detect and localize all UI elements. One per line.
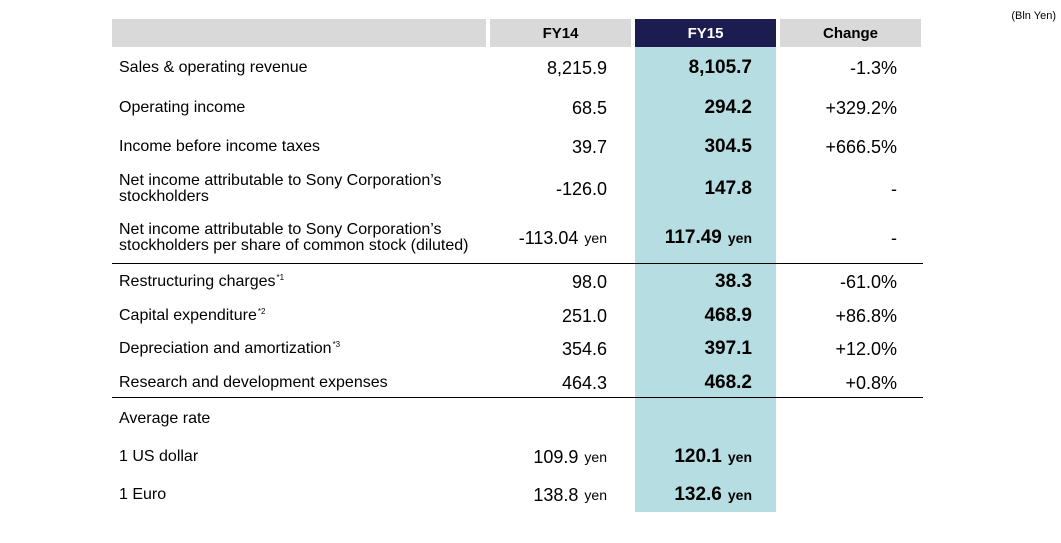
table-row-net-income-per-share: Net income attributable to Sony Corporat… (0, 216, 1061, 260)
fy14-value: -113.04 yen (490, 216, 607, 260)
row-label-line1: Net income attributable to Sony Corporat… (119, 221, 442, 238)
fy15-unit: yen (727, 449, 752, 465)
fy14-number: -113.04 (518, 227, 579, 248)
footnote-marker: *2 (257, 307, 266, 316)
fy14-value: 39.7 (571, 136, 607, 157)
row-label: Capital expenditure *2 (119, 299, 484, 333)
row-label: Net income attributable to Sony Corporat… (119, 168, 484, 210)
fy14-value: 98.0 (571, 271, 607, 292)
fy14-value: -126.0 (555, 178, 607, 199)
fy14-value: 8,215.9 (546, 57, 607, 78)
row-label-text: Depreciation and amortization (119, 340, 332, 357)
fy15-column-highlight (635, 47, 776, 512)
table-row-income-before-taxes: Income before income taxes 39.7 304.5 +6… (0, 128, 1061, 166)
fy15-value: 147.8 (704, 178, 752, 199)
fy15-value: 132.6 yen (635, 477, 752, 513)
fy15-value: 120.1 yen (635, 439, 752, 475)
change-value: +12.0% (835, 338, 897, 359)
fy15-value: 397.1 (704, 338, 752, 359)
table-row-capex: Capital expenditure *2 251.0 468.9 +86.8% (0, 299, 1061, 333)
change-value: +329.2% (825, 97, 897, 118)
table-row-usd: 1 US dollar 109.9 yen 120.1 yen (0, 439, 1061, 475)
fy14-value: 464.3 (561, 372, 607, 393)
row-label: Depreciation and amortization *3 (119, 332, 484, 366)
fy15-value: 8,105.7 (688, 57, 752, 78)
footnote-marker: *1 (276, 273, 285, 282)
change-value: +666.5% (825, 136, 897, 157)
table-row-restructuring: Restructuring charges *1 98.0 38.3 -61.0% (0, 265, 1061, 299)
fy14-unit: yen (584, 449, 607, 465)
fy15-value: 304.5 (704, 136, 752, 157)
fy15-value: 468.9 (704, 305, 752, 326)
fy14-value: 109.9 yen (490, 439, 607, 475)
row-label: Restructuring charges *1 (119, 265, 484, 299)
fy15-unit: yen (727, 487, 752, 503)
row-label: Research and development expenses (119, 374, 388, 391)
header-fy15: FY15 (635, 19, 776, 47)
fy14-number: 138.8 (533, 484, 579, 505)
change-value: - (891, 178, 897, 199)
footnote-marker: *3 (332, 340, 341, 349)
fy15-value: 468.2 (704, 372, 752, 393)
table-row-euro: 1 Euro 138.8 yen 132.6 yen (0, 477, 1061, 513)
section-divider (112, 263, 923, 264)
section-divider (112, 397, 923, 398)
table-row-operating-income: Operating income 68.5 294.2 +329.2% (0, 89, 1061, 127)
change-value: - (891, 227, 897, 248)
table-row-sales: Sales & operating revenue 8,215.9 8,105.… (0, 50, 1061, 86)
fy14-number: 109.9 (533, 446, 579, 467)
row-label: Average rate (119, 410, 211, 427)
fy14-unit: yen (584, 487, 607, 503)
change-value: -61.0% (839, 271, 897, 292)
table-row-net-income: Net income attributable to Sony Corporat… (0, 168, 1061, 210)
change-value: +86.8% (835, 305, 897, 326)
row-label-line1: Net income attributable to Sony Corporat… (119, 172, 442, 189)
fy14-value: 138.8 yen (490, 477, 607, 513)
header-change: Change (780, 19, 921, 47)
fy14-value: 354.6 (561, 338, 607, 359)
unit-note: (Bln Yen) (1011, 10, 1056, 22)
fy15-unit: yen (727, 230, 752, 246)
table-row-rnd: Research and development expenses 464.3 … (0, 366, 1061, 400)
row-label-line2: stockholders (119, 188, 209, 205)
fy15-number: 132.6 (674, 484, 722, 505)
row-label-line2: stockholders per share of common stock (… (119, 237, 469, 254)
fy15-value: 294.2 (704, 97, 752, 118)
fy15-number: 117.49 (664, 227, 722, 248)
row-label: Sales & operating revenue (119, 59, 308, 76)
row-label: 1 US dollar (119, 448, 199, 465)
row-label: Income before income taxes (119, 138, 320, 155)
change-value: +0.8% (845, 372, 897, 393)
row-label-text: Restructuring charges (119, 273, 276, 290)
fy14-value: 68.5 (571, 97, 607, 118)
header-fy14: FY14 (490, 19, 631, 47)
fy14-value: 251.0 (561, 305, 607, 326)
row-label-text: Capital expenditure (119, 307, 257, 324)
table-row-depreciation: Depreciation and amortization *3 354.6 39… (0, 332, 1061, 366)
row-label: Operating income (119, 99, 246, 116)
fy15-number: 120.1 (674, 446, 722, 467)
row-label: 1 Euro (119, 486, 167, 503)
fy15-value: 38.3 (715, 271, 752, 292)
fy14-unit: yen (584, 230, 607, 246)
header-label-cell (112, 19, 486, 47)
row-label: Net income attributable to Sony Corporat… (119, 216, 484, 260)
table-row-average-rate: Average rate (0, 402, 1061, 436)
change-value: -1.3% (849, 57, 897, 78)
fy15-value: 117.49 yen (635, 216, 752, 260)
